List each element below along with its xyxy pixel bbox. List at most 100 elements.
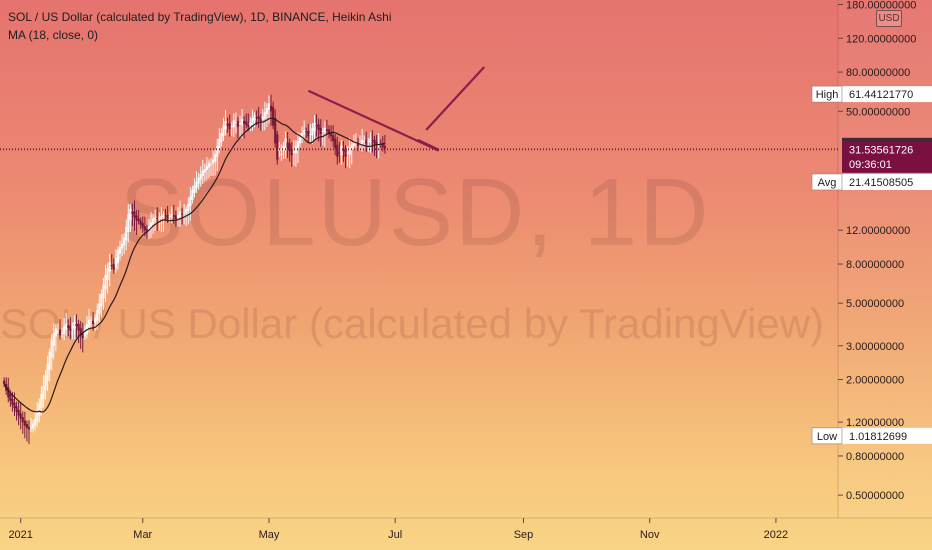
y-tick-label: 3.00000000 [846, 341, 904, 353]
candle-body [317, 124, 320, 130]
candle-body [106, 268, 109, 281]
candle-body [290, 149, 293, 156]
candles [3, 94, 386, 444]
candle-body [176, 215, 180, 218]
candle-body [269, 105, 273, 112]
y-tick-label: 12.00000000 [846, 225, 910, 237]
candle-body [195, 181, 198, 188]
candle-body [286, 142, 289, 149]
candle-body [164, 215, 167, 217]
candle-body [112, 264, 115, 270]
low-label-text: 1.01812699 [849, 431, 907, 443]
last-low-tag-box [842, 141, 932, 158]
candle-body [282, 145, 285, 152]
candle-body [54, 328, 57, 337]
candle-body [178, 211, 182, 218]
y-tick-label: 0.80000000 [846, 451, 904, 463]
candle-body [373, 139, 376, 144]
candle-body [383, 145, 386, 149]
candle-body [174, 215, 177, 220]
candle-body [137, 218, 140, 222]
candle-body [15, 406, 18, 412]
candle-body [92, 320, 95, 324]
candle-body [367, 141, 370, 143]
candle-body [110, 265, 113, 267]
candle-body [315, 125, 318, 127]
candle-body [69, 326, 72, 331]
candle-body [160, 216, 163, 219]
candle-body [3, 380, 6, 384]
candle-body [23, 420, 26, 426]
x-tick-label: May [259, 529, 280, 541]
avg-label-caption-box [811, 173, 843, 191]
candle-body [36, 412, 39, 422]
candle-body [234, 121, 237, 123]
candle-body [261, 116, 264, 121]
candle-body [27, 426, 31, 430]
candle-body [216, 145, 219, 157]
y-tick-label: 2.00000000 [846, 375, 904, 387]
x-tick-label: 2021 [8, 529, 32, 541]
candle-body [321, 130, 324, 132]
candle-body [311, 127, 314, 136]
candle-body [344, 148, 347, 157]
candle-body [296, 141, 300, 149]
candle-body [67, 324, 70, 329]
candle-body [272, 107, 275, 126]
candle-body [77, 323, 80, 331]
candle-body [125, 226, 128, 241]
candle-body [89, 321, 93, 323]
trendline-breakout-arrow [425, 66, 485, 131]
candle-body [222, 125, 225, 136]
last-low-tag-text: 31.53561726 [849, 145, 913, 157]
candle-body [203, 169, 206, 173]
candle-body [85, 323, 89, 335]
candle-body [166, 215, 169, 219]
low-label-caption-box [811, 427, 843, 445]
candle-body [46, 364, 49, 381]
y-tick-label: 180.00000000 [846, 0, 916, 12]
candle-body [104, 275, 107, 290]
candle-body [158, 217, 161, 219]
candle-body [325, 129, 329, 131]
candle-body [236, 120, 240, 127]
trendline-support [417, 138, 440, 151]
candle-body [259, 118, 262, 121]
candle-body [52, 332, 55, 346]
candle-body [162, 214, 165, 218]
candle-body [149, 222, 153, 229]
candle-body [220, 133, 223, 143]
avg-label: 21.41508505 Avg [811, 173, 932, 191]
candle-body [340, 145, 343, 156]
candle-body [207, 162, 211, 168]
candle-body [212, 159, 215, 164]
candle-body [187, 203, 190, 211]
candle-body [255, 116, 258, 118]
candle-body [120, 243, 124, 249]
candle-body [249, 122, 252, 126]
candle-body [313, 122, 316, 131]
candle-body [156, 217, 159, 220]
currency-badge[interactable]: USD [876, 10, 902, 27]
avg-label-caption: Avg [818, 177, 837, 189]
candle-body [336, 144, 339, 157]
indicator-legend[interactable]: MA (18, close, 0) [8, 28, 99, 42]
candle-body [185, 208, 188, 214]
candle-body [183, 212, 186, 214]
candle-body [133, 211, 136, 218]
candle-body [193, 185, 196, 194]
candle-body [29, 427, 33, 429]
candle-body [354, 143, 357, 145]
candle-body [7, 387, 10, 398]
candle-body [218, 138, 221, 150]
symbol-title[interactable]: SOL / US Dollar (calculated by TradingVi… [8, 10, 392, 24]
candle-body [323, 127, 326, 133]
candle-body [201, 170, 204, 177]
x-tick-label: Nov [640, 529, 660, 541]
low-label-box [842, 427, 932, 444]
y-tick-label: 0.50000000 [846, 490, 904, 502]
candle-body [11, 398, 14, 405]
ma-line [3, 117, 385, 413]
